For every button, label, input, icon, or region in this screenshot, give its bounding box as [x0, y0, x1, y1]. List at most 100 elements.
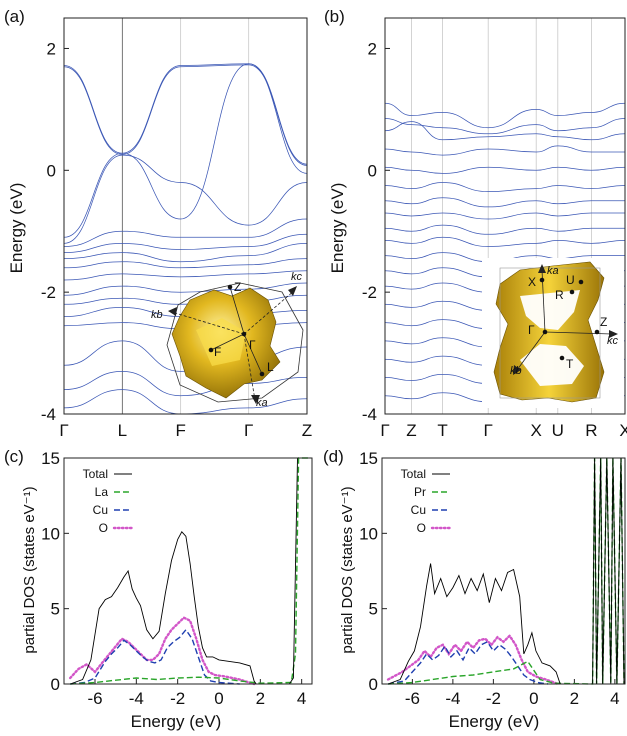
band-line: [63, 218, 308, 247]
band-lines: [63, 63, 308, 415]
inset-label-gamma: Γ: [249, 338, 256, 352]
band-line: [63, 389, 308, 415]
x-tick-label: 4: [297, 689, 306, 708]
plot-frame: [63, 457, 313, 685]
band-line: [384, 118, 626, 135]
k-point-label: Z: [302, 421, 312, 440]
x-tick-label: 2: [256, 689, 265, 708]
y-tick-label: 5: [369, 600, 378, 619]
x-tick-label: -6: [405, 689, 420, 708]
k-point-label: Γ: [380, 421, 389, 440]
x-tick-label: 0: [529, 689, 538, 708]
brillouin-zone-outline: [166, 282, 304, 403]
legend: Total Pr Cu O: [401, 467, 452, 535]
k-point-label: Γ: [484, 421, 493, 440]
fermi-surface-inset: Z kb kc Γ F L ka: [151, 271, 304, 409]
panel-label: (b): [324, 7, 345, 26]
y-axis-label: Energy (eV): [328, 183, 347, 274]
inset-box-outline: [499, 267, 601, 399]
panel-label: (c): [4, 447, 24, 466]
inset-label-l: L: [267, 360, 274, 374]
plot-frame: [63, 17, 308, 415]
k-point-label: X: [619, 421, 627, 440]
y-tick-label: -4: [362, 405, 377, 424]
legend-label: Total: [83, 467, 108, 481]
inset-label-t: T: [566, 357, 574, 371]
dos-line-cu: [387, 640, 549, 685]
band-line: [63, 270, 308, 281]
x-tick-label: -6: [87, 689, 102, 708]
inset-label-r: R: [555, 288, 564, 302]
inset-label-ka: ka: [256, 397, 268, 409]
axis-ticks: -6 -4 -2 0 2 4 0 5 10 15: [359, 449, 620, 708]
legend-label: Cu: [411, 503, 426, 517]
band-line: [63, 63, 308, 165]
band-line: [63, 371, 308, 397]
y-tick-label: -2: [41, 283, 56, 302]
y-axis-label: partial DOS (states eV⁻¹): [339, 486, 356, 653]
dos-line-o: [386, 633, 560, 686]
k-point-label: Γ: [244, 421, 253, 440]
inset-label-x: X: [528, 275, 536, 289]
x-tick-label: 4: [610, 689, 619, 708]
inset-label-u: U: [566, 273, 575, 287]
band-line: [384, 224, 625, 235]
dos-line-total: [387, 457, 625, 685]
y-tick-label: 0: [51, 675, 60, 694]
x-tick-label: -2: [486, 689, 501, 708]
k-point-label: Γ: [59, 421, 68, 440]
panel-d: (d) partial DOS (states eV⁻¹) Energy (eV…: [323, 447, 626, 731]
band-line: [63, 63, 308, 238]
band-line: [63, 282, 308, 296]
y-tick-labels: 2 0 -2 -4: [41, 39, 69, 424]
inset-label-kc: kc: [607, 335, 619, 347]
inset-label-ka: ka: [547, 265, 559, 277]
k-point-label: L: [118, 421, 127, 440]
legend-label: Total: [401, 467, 426, 481]
y-tick-labels: 2 0 -2 -4: [362, 39, 390, 424]
x-tick-label: 2: [570, 689, 579, 708]
fermi-surface-hole: [520, 344, 584, 386]
legend: Total La Cu O: [83, 467, 134, 535]
y-tick-label: 5: [51, 600, 60, 619]
panel-label: (a): [4, 7, 25, 26]
k-point-label: X: [531, 421, 542, 440]
x-tick-label: -2: [170, 689, 185, 708]
fermi-surface-facet: [196, 318, 246, 366]
y-tick-label: 2: [368, 39, 377, 58]
band-line: [63, 154, 308, 244]
band-line: [384, 121, 626, 141]
fermi-surface-hole: [520, 290, 580, 330]
y-tick-label: 10: [41, 524, 60, 543]
k-point-label: Z: [406, 421, 416, 440]
band-line: [384, 197, 625, 208]
k-point-label: U: [552, 421, 564, 440]
axis-ticks: -6 -4 -2 0 2 4 0 5 10 15: [41, 449, 306, 708]
band-line: [63, 233, 308, 253]
band-line: [63, 258, 308, 269]
legend-label: Cu: [93, 503, 108, 517]
y-tick-label: 10: [359, 524, 378, 543]
band-line: [63, 294, 308, 305]
band-line: [384, 145, 625, 156]
band-line: [384, 166, 626, 174]
panel-c: (c) partial DOS (states eV⁻¹) Energy (eV…: [4, 447, 313, 731]
dos-line-o: [69, 616, 256, 686]
x-tick-label: 0: [214, 689, 223, 708]
inset-label-gamma: Γ: [528, 323, 535, 337]
band-line: [63, 243, 308, 263]
y-tick-label: 15: [41, 449, 60, 468]
legend-label: La: [95, 485, 109, 499]
fermi-surface-inset: X ka U R Γ Z kc kb T: [482, 258, 624, 408]
legend-label: O: [99, 521, 108, 535]
y-tick-label: -2: [362, 283, 377, 302]
x-axis-label: Energy (eV): [449, 712, 540, 731]
plot-frame: [381, 457, 626, 685]
band-line: [384, 102, 626, 129]
legend-label: O: [417, 521, 426, 535]
y-axis-label: partial DOS (states eV⁻¹): [21, 486, 38, 653]
